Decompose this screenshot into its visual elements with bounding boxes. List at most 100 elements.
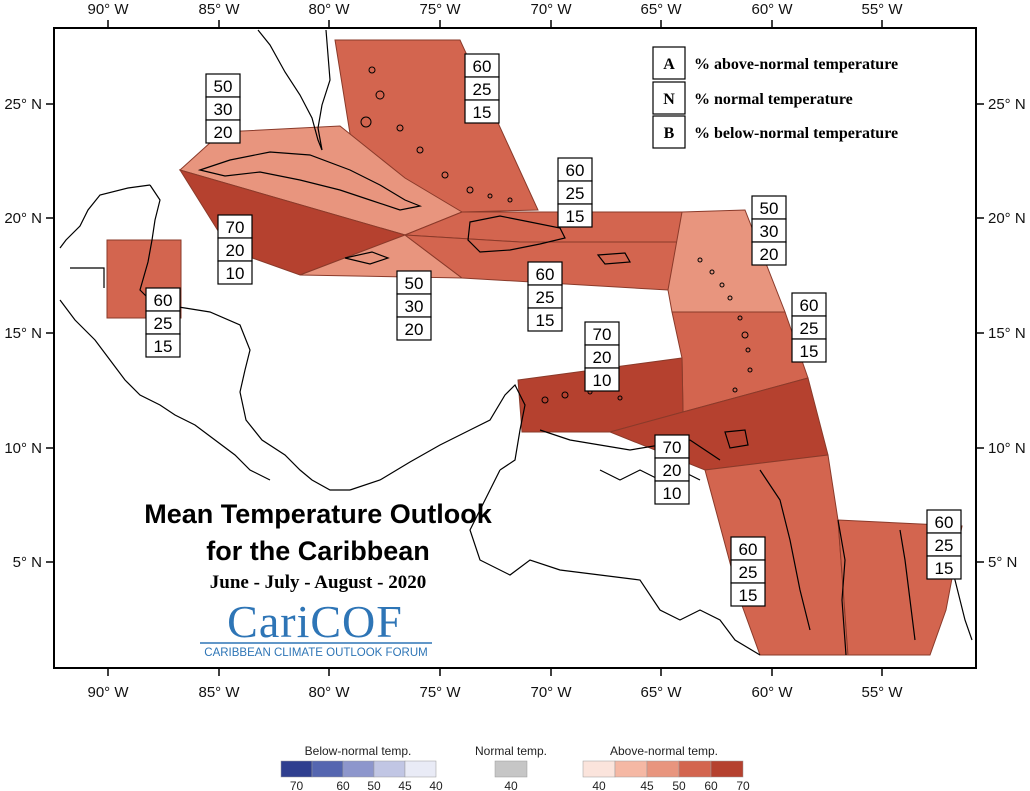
latitude-ticks [46,103,984,563]
legend-key-above: A [663,56,675,73]
prob-box-leeward-islands: 50 30 20 [751,195,787,266]
prob-box-abc-islands: 70 20 10 [584,321,620,392]
lon-label: 80° W [308,1,350,18]
prob-above-value: 60 [935,513,954,532]
prob-above-value: 60 [473,57,492,76]
title-block: Mean Temperature Outlook for the Caribbe… [144,499,493,593]
legend-key-box [652,115,686,149]
scale-swatch [311,760,344,778]
prob-above-value: 70 [663,438,682,457]
prob-above-value: 70 [226,218,245,237]
scale-swatch [373,760,406,778]
legend-key-below: B [664,125,675,142]
lat-label: 5° N [988,554,1017,571]
prob-above-value: 50 [405,274,424,293]
prob-normal-value: 30 [760,222,779,241]
lon-label: 85° W [198,1,240,18]
prob-cell [145,333,181,358]
scale-tick-label: 60 [704,779,718,791]
prob-cell [527,307,563,332]
prob-below-value: 10 [663,484,682,503]
lon-label: 60° W [751,1,793,18]
prob-cell [730,582,766,607]
prob-normal-value: 25 [935,536,954,555]
latitude-labels-left: 25° N 20° N 15° N 10° N 5° N [4,96,42,571]
legend-key-box [652,81,686,115]
prob-above-value: 70 [593,325,612,344]
small-islands [360,66,753,404]
scale-swatch [710,760,744,778]
scale-tick-label: 70 [736,779,750,791]
longitude-labels-bottom: 90° W 85° W 80° W 75° W 70° W 65° W 60° … [87,684,903,701]
lat-label: 25° N [4,96,42,113]
prob-cell [791,338,827,363]
scale-tick-label: 40 [429,779,443,791]
lat-label: 20° N [988,210,1026,227]
legend-text-above: % above-normal temperature [694,56,898,73]
prob-below-value: 15 [800,342,819,361]
lon-label: 90° W [87,1,129,18]
scale-swatch [342,760,375,778]
scale-tick-label: 60 [336,779,350,791]
latitude-labels-right: 25° N 20° N 15° N 10° N 5° N [988,96,1026,571]
prob-above-value: 60 [154,291,173,310]
prob-cell [926,555,962,580]
prob-cell [584,367,620,392]
prob-below-value: 15 [154,337,173,356]
prob-normal-value: 25 [739,563,758,582]
lon-label: 65° W [640,684,682,701]
prob-below-value: 15 [739,586,758,605]
prob-normal-value: 30 [405,297,424,316]
prob-cell [396,316,432,341]
lon-label: 70° W [530,684,572,701]
scale-tick-label: 45 [398,779,412,791]
prob-normal-value: 20 [226,241,245,260]
prob-box-bahamas: 60 25 15 [464,53,500,124]
prob-cell [751,241,787,266]
legend-text-normal: % normal temperature [694,91,853,108]
lon-label: 75° W [419,684,461,701]
lat-label: 10° N [4,440,42,457]
prob-above-value: 60 [739,540,758,559]
prob-below-value: 20 [405,320,424,339]
prob-normal-value: 25 [566,184,585,203]
longitude-labels-top: 90° W 85° W 80° W 75° W 70° W 65° W 60° … [87,1,903,18]
lat-label: 20° N [4,210,42,227]
prob-above-value: 60 [536,265,555,284]
prob-below-value: 10 [226,264,245,283]
legend-key-normal: N [663,91,675,108]
season-subtitle: June - July - August - 2020 [210,572,426,593]
scale-swatch [614,760,648,778]
caricof-logo: CariCOF CARIBBEAN CLIMATE OUTLOOK FORUM [200,596,432,659]
prob-cell [217,260,253,285]
prob-normal-value: 30 [214,100,233,119]
prob-below-value: 10 [593,371,612,390]
prob-below-value: 20 [214,123,233,142]
prob-box-trinidad: 70 20 10 [654,434,690,505]
prob-box-hispaniola-north: 60 25 15 [557,157,593,228]
prob-normal-value: 20 [593,348,612,367]
prob-box-suriname-guiana: 60 25 15 [926,509,962,580]
coastlines [59,29,973,656]
prob-normal-value: 20 [663,461,682,480]
logo-wordmark: CariCOF [227,596,403,647]
scale-swatch [582,760,616,778]
logo-tagline: CARIBBEAN CLIMATE OUTLOOK FORUM [204,647,427,659]
anb-legend: A % above-normal temperature N % normal … [652,46,898,149]
prob-above-value: 50 [760,199,779,218]
prob-normal-value: 25 [536,288,555,307]
lon-label: 65° W [640,1,682,18]
lon-label: 75° W [419,1,461,18]
prob-cell [557,203,593,228]
lon-label: 60° W [751,684,793,701]
scale-swatch [404,760,437,778]
prob-normal-value: 25 [800,319,819,338]
prob-below-value: 15 [566,207,585,226]
prob-box-cuba-west-north: 50 30 20 [205,73,241,144]
scale-swatch [646,760,680,778]
lon-label: 55° W [861,1,903,18]
longitude-ticks [107,20,883,676]
prob-above-value: 60 [566,161,585,180]
prob-box-cuba-south: 70 20 10 [217,214,253,285]
